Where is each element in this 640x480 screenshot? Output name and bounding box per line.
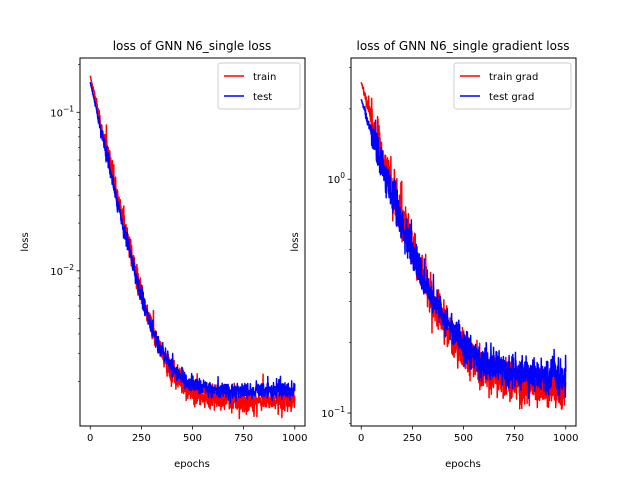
axis-ticks: 0 250 500 750 1000 100 10−1: [321, 67, 578, 444]
x-axis-label: epochs: [445, 459, 481, 470]
legend-entry: train: [253, 72, 276, 83]
legend: train grad test grad: [453, 62, 572, 110]
y-axis-label: loss: [20, 232, 31, 251]
x-tick-label: 750: [234, 433, 253, 444]
x-tick-label: 0: [358, 433, 364, 444]
chart-title: loss of GNN N6_single loss: [113, 39, 272, 53]
x-tick-label: 0: [87, 433, 93, 444]
x-tick-label: 1000: [282, 433, 307, 444]
series-line-test: [89, 81, 296, 404]
x-tick-label: 500: [454, 433, 473, 444]
series-line-test-grad: [360, 98, 567, 401]
axes-frame: [79, 57, 306, 427]
plot-area: [360, 82, 567, 410]
y-tick-label: 10−1: [50, 104, 74, 119]
y-axis-label: loss: [290, 232, 301, 251]
axis-ticks: 0 250 500 750 1000 10−1 10−2: [50, 64, 307, 444]
legend-entry: train grad: [489, 72, 538, 83]
x-tick-label: 500: [183, 433, 202, 444]
legend-box: [217, 62, 301, 110]
y-tick-label: 10−1: [321, 405, 345, 420]
y-tick-label: 100: [327, 171, 345, 186]
x-tick-label: 250: [132, 433, 151, 444]
x-tick-label: 1000: [553, 433, 578, 444]
x-tick-label: 750: [505, 433, 524, 444]
legend-entry: test: [253, 92, 272, 103]
chart-title: loss of GNN N6_single gradient loss: [357, 39, 570, 53]
x-tick-label: 250: [403, 433, 422, 444]
plot-area: [89, 75, 296, 420]
gradient-loss-chart: loss of GNN N6_single gradient loss epoc…: [290, 39, 578, 470]
series-line-train: [89, 75, 296, 420]
legend: train test: [217, 62, 301, 110]
loss-chart: loss of GNN N6_single loss epochs loss 0…: [20, 39, 307, 470]
legend-entry: test grad: [489, 92, 534, 103]
legend-box: [453, 62, 572, 110]
x-axis-label: epochs: [174, 459, 210, 470]
y-tick-label: 10−2: [50, 263, 74, 278]
